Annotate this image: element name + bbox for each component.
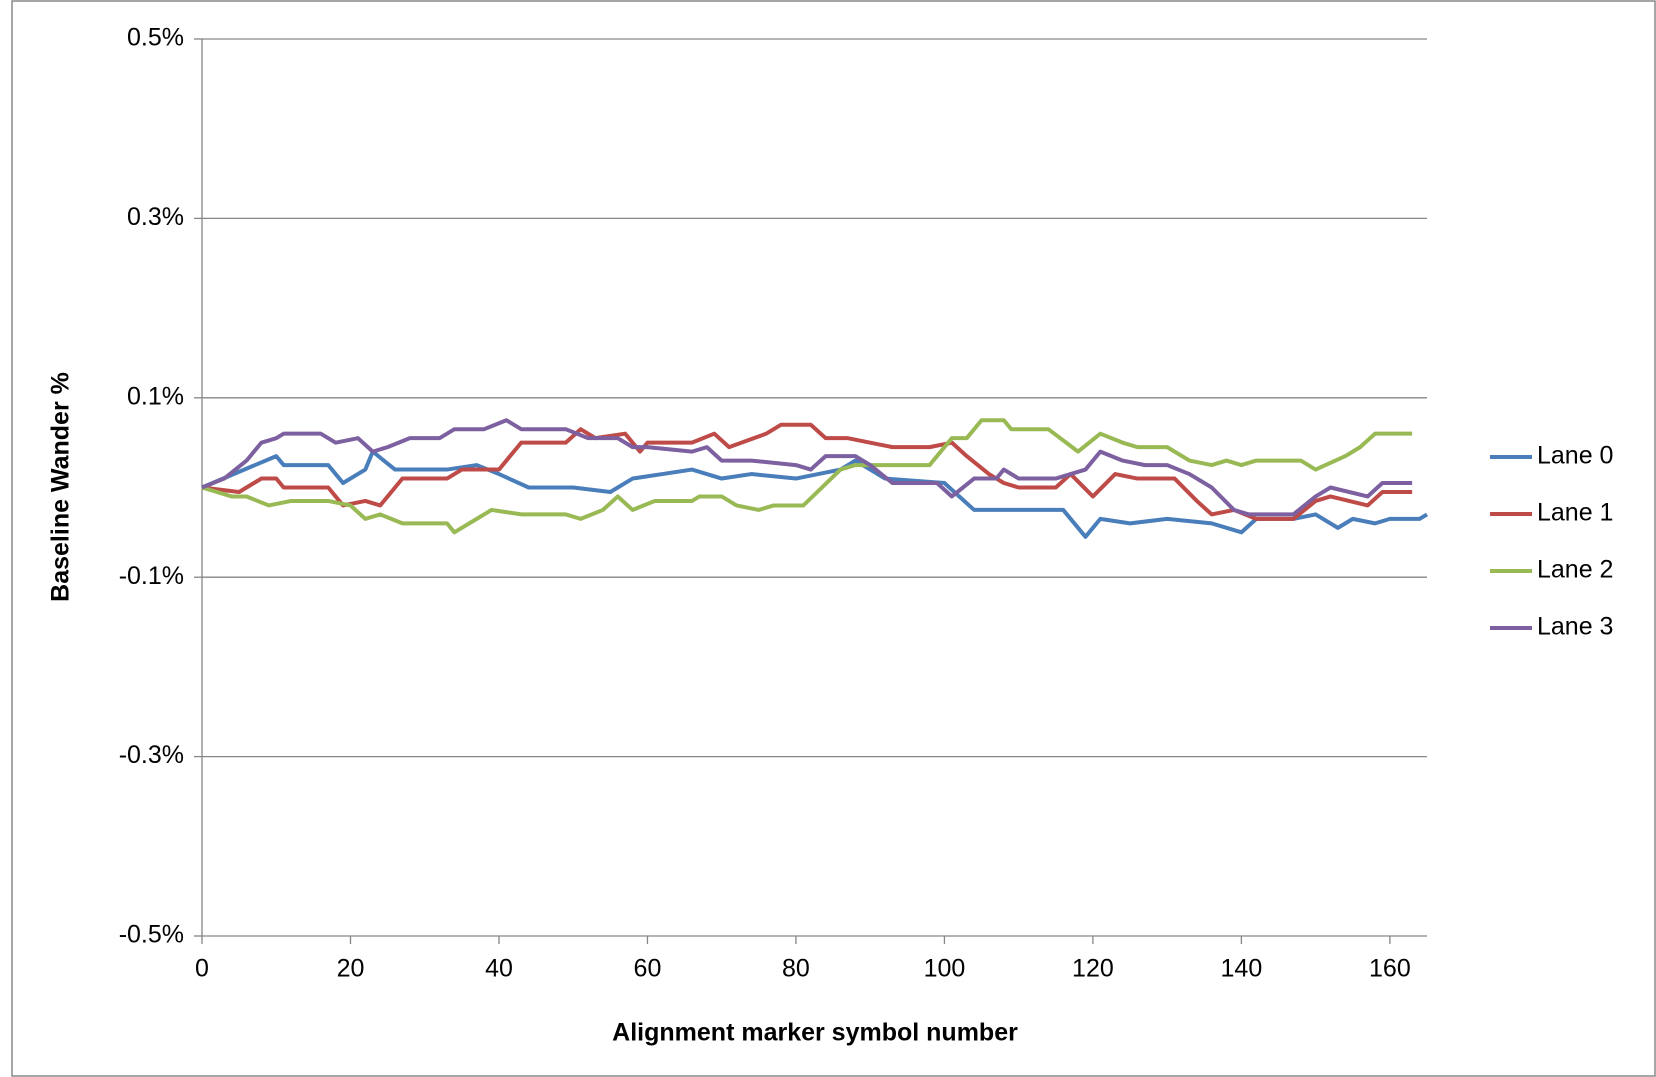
y-tick-label: -0.1% xyxy=(119,562,184,590)
x-tick-label: 80 xyxy=(782,955,810,983)
x-axis-label: Alignment marker symbol number xyxy=(612,1019,1018,1047)
y-tick-label: -0.3% xyxy=(119,741,184,769)
legend-label: Lane 2 xyxy=(1537,556,1613,584)
y-tick-label: 0.1% xyxy=(127,382,184,410)
x-tick-label: 100 xyxy=(924,955,966,983)
x-tick-label: 20 xyxy=(337,955,365,983)
x-tick-label: 40 xyxy=(485,955,513,983)
series-line xyxy=(201,422,1413,521)
legend-label: Lane 1 xyxy=(1537,499,1613,527)
x-tick-label: 60 xyxy=(634,955,662,983)
y-axis-label: Baseline Wander % xyxy=(47,372,75,602)
legend-label: Lane 3 xyxy=(1537,613,1613,641)
legend-label: Lane 0 xyxy=(1537,442,1613,470)
y-tick-label: 0.5% xyxy=(127,24,184,52)
x-tick-label: 120 xyxy=(1072,955,1114,983)
y-tick-label: 0.3% xyxy=(127,203,184,231)
x-tick-label: 160 xyxy=(1369,955,1411,983)
series-line xyxy=(201,418,1413,535)
chart-border xyxy=(11,0,1656,1077)
x-tick-label: 0 xyxy=(195,955,209,983)
y-tick-label: -0.5% xyxy=(119,921,184,949)
x-tick-label: 140 xyxy=(1221,955,1263,983)
series-line xyxy=(201,418,1413,517)
